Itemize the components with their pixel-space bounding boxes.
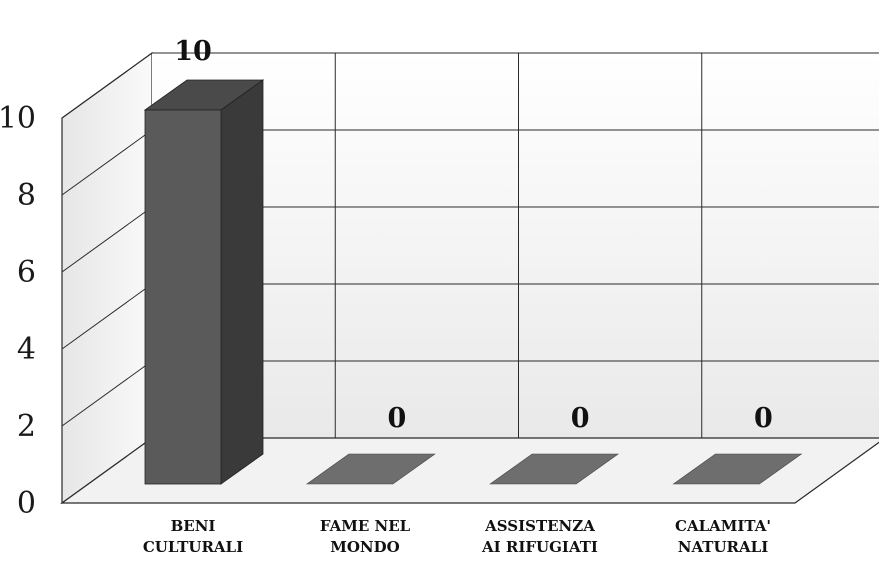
x-tick-label: CALAMITA' NATURALI (675, 517, 771, 556)
bar-top (489, 453, 620, 485)
plot-walls (60, 51, 879, 505)
x-tick-label: BENI CULTURALI (143, 517, 243, 556)
bar (489, 453, 620, 485)
y-tick-label: 4 (17, 332, 36, 367)
bar (672, 453, 803, 485)
bar-top (672, 453, 803, 485)
y-tick-label: 6 (17, 255, 36, 290)
category-labels: BENI CULTURALI FAME NEL MONDO ASSISTENZA AI R… (143, 517, 771, 556)
data-label: 0 (387, 403, 406, 434)
left-wall (61, 51, 153, 505)
bar-top (305, 453, 436, 485)
y-tick-label: 0 (17, 486, 36, 521)
x-tick-label: ASSISTENZA AI RIFUGIATI (481, 517, 598, 556)
y-axis-ticks: 0 2 4 6 8 10 (0, 101, 36, 521)
y-tick-label: 2 (17, 409, 36, 444)
bar (305, 453, 436, 485)
data-labels: 10 0 0 0 (174, 36, 773, 434)
y-tick-label: 8 (17, 178, 36, 213)
bar-front (144, 109, 222, 485)
data-label: 10 (174, 36, 212, 67)
back-wall (152, 53, 879, 438)
floor (60, 437, 879, 504)
bars (143, 79, 803, 485)
data-label: 0 (754, 403, 773, 434)
data-label: 0 (571, 403, 590, 434)
y-tick-label: 10 (0, 101, 36, 136)
bar-side (220, 79, 264, 485)
x-tick-label: FAME NEL MONDO (320, 517, 411, 556)
bar (143, 79, 265, 485)
